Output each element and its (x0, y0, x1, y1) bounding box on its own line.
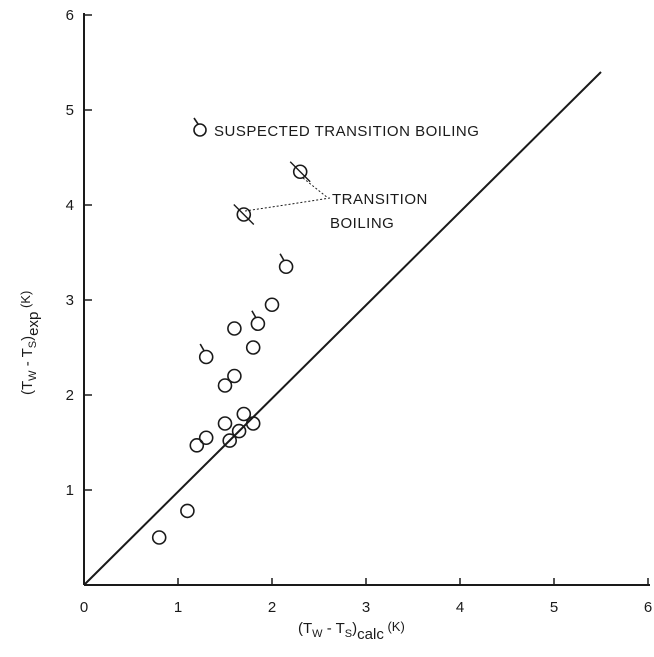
x-tick-label: 3 (362, 599, 370, 616)
annotation-line-2: BOILING (330, 215, 394, 232)
y-tick-label: 5 (66, 102, 74, 119)
point-marker (217, 416, 233, 431)
point-slash (289, 161, 311, 183)
x-tick-label: 0 (80, 599, 88, 616)
y-label-unit: (K) (18, 291, 33, 312)
x-tick-label: 5 (550, 599, 558, 616)
x-label-sub1: W (312, 628, 323, 640)
point-flag (199, 343, 205, 352)
legend-marker-flag (193, 117, 199, 125)
data-point (227, 321, 242, 336)
x-tick-label: 1 (174, 599, 182, 616)
x-label-sub2: S (345, 628, 352, 640)
data-point (231, 423, 247, 439)
data-point (233, 204, 255, 225)
point-marker (217, 378, 233, 393)
y-label-sub1: W (27, 370, 39, 381)
point-slash (233, 204, 255, 225)
point-flag (279, 253, 285, 262)
x-label-base: (T (298, 620, 312, 637)
point-marker (222, 433, 237, 448)
point-marker (227, 321, 242, 336)
data-point (151, 530, 167, 545)
point-marker (264, 297, 280, 313)
y-label-base: (T (19, 381, 36, 395)
legend: SUSPECTED TRANSITION BOILING (193, 117, 479, 140)
y-tick-label: 3 (66, 292, 74, 309)
legend-label: SUSPECTED TRANSITION BOILING (214, 123, 479, 140)
data-point (245, 340, 261, 355)
data-point (180, 503, 195, 519)
point-marker (245, 340, 261, 355)
data-point (236, 406, 252, 422)
data-point (250, 310, 266, 332)
annotation-leader-lower (244, 197, 331, 212)
y-tick-label: 4 (66, 197, 74, 214)
point-marker (180, 503, 195, 519)
point-marker (250, 316, 266, 332)
x-label-mid: - T (323, 620, 345, 637)
data-point (289, 161, 311, 183)
y-label-sub2: S (27, 341, 39, 348)
point-marker (245, 416, 261, 431)
data-point (217, 416, 233, 431)
x-axis-label: (TW - TS)calc (K) (298, 619, 405, 643)
data-point (227, 368, 242, 384)
data-point (189, 438, 205, 453)
data-point (245, 416, 261, 431)
x-tick-label: 2 (268, 599, 276, 616)
x-tick-label: 6 (644, 599, 652, 616)
transition-boiling-annotation: TRANSITION BOILING (244, 177, 428, 232)
y-label-close: ) (19, 336, 36, 341)
data-point (198, 430, 214, 446)
y-label-mid: - T (19, 348, 36, 370)
x-label-unit: (K) (384, 619, 405, 634)
point-marker (198, 349, 214, 365)
reference-line (83, 71, 602, 586)
point-marker (278, 259, 294, 275)
legend-marker (193, 123, 207, 137)
point-marker (236, 207, 252, 222)
point-marker (151, 530, 167, 545)
annotation-line-1: TRANSITION (332, 191, 428, 208)
axis-ticks (84, 14, 649, 585)
y-tick-label: 2 (66, 387, 74, 404)
x-tick-label: 4 (456, 599, 464, 616)
point-flag (251, 310, 257, 319)
axis-tick-labels: 0 1 2 3 4 5 6 1 2 3 4 5 6 (66, 7, 653, 616)
point-marker (189, 438, 205, 453)
point-marker (236, 406, 252, 422)
x-label-close: ) (352, 620, 357, 637)
point-marker (198, 430, 214, 446)
annotation-leader-upper (302, 177, 329, 199)
y-tick-label: 6 (66, 7, 74, 24)
y-tick-label: 1 (66, 482, 74, 499)
data-point (217, 378, 233, 393)
data-point (222, 433, 237, 448)
y-axis-label: (TW - TS)exp (K) (18, 291, 42, 395)
data-point (198, 343, 214, 365)
point-marker (231, 423, 247, 439)
data-points (151, 161, 311, 545)
point-marker (292, 164, 308, 180)
point-marker (227, 368, 242, 384)
data-point (264, 297, 280, 313)
data-point (278, 253, 294, 275)
x-label-sub3: calc (357, 626, 384, 643)
y-label-sub3: exp (25, 312, 42, 336)
